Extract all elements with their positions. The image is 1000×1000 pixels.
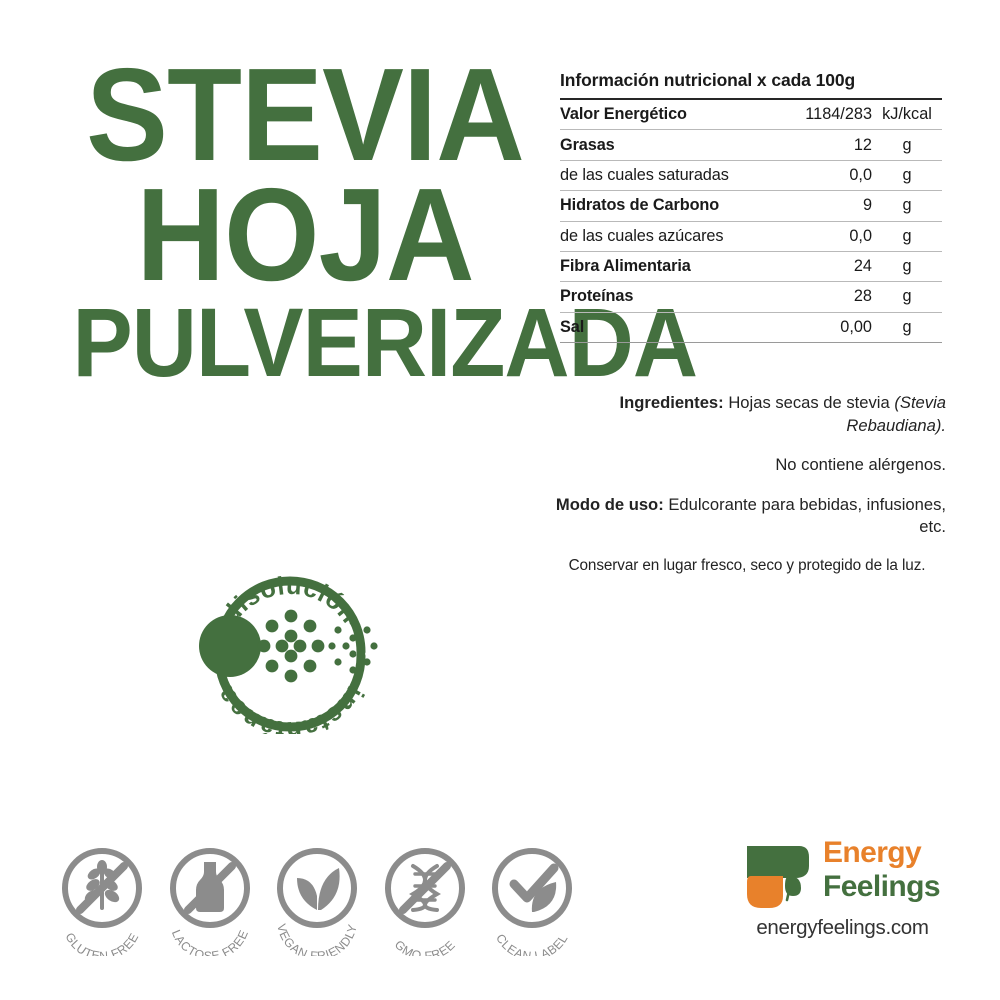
brand-name-feelings: Feelings <box>823 870 941 903</box>
nutrition-row: Hidratos de Carbono 9 g <box>560 191 942 221</box>
nutrition-table: Valor Energético 1184/283 kJ/kcal Grasas 12 g… <box>560 98 942 343</box>
nutrient-unit: g <box>902 135 912 154</box>
brand-leaf-mark-icon <box>743 840 815 912</box>
ingredients-label: Ingredientes: <box>619 393 724 412</box>
nutrition-row: Valor Energético 1184/283 kJ/kcal <box>560 99 942 130</box>
certification-badge-lactose-free: LACTOSE FREE <box>160 838 260 956</box>
check-leaf-icon <box>509 863 559 912</box>
nutrient-label: Sal <box>560 317 585 336</box>
usage-text: Edulcorante para bebidas, infusiones, et… <box>663 494 946 537</box>
nutrient-value: 28 <box>853 287 872 306</box>
badge-ring <box>62 848 142 928</box>
badge-fine-dot-cluster <box>328 618 378 674</box>
badge-label: LACTOSE FREE <box>168 928 250 956</box>
nutrition-row: Grasas 12 g <box>560 130 942 161</box>
allergens-statement: No contiene alérgenos. <box>775 455 946 475</box>
product-copy: Ingredientes: Hojas secas de stevia (Ste… <box>548 392 946 577</box>
brand-mark-leaf-stem <box>785 880 793 902</box>
certification-badge-clean-label: CLEAN LABEL <box>482 838 582 956</box>
badge-ring <box>277 848 357 928</box>
leaves-icon <box>297 868 340 910</box>
brand-website-url: energyfeelings.com <box>756 916 929 939</box>
product-title-line-2: HOJA <box>136 160 474 308</box>
product-title-line-3: PULVERIZADA <box>72 288 699 398</box>
nutrient-label: Grasas <box>560 135 615 154</box>
nutrient-label: Hidratos de Carbono <box>560 196 720 215</box>
badge-ring <box>169 848 250 928</box>
badge-solid-dot <box>199 615 261 677</box>
usage-label: Modo de uso: <box>555 494 664 514</box>
certification-badge-vegan-friendly: VEGAN FRIENDLY <box>267 838 367 956</box>
product-title: STEVIA HOJA PULVERIZADA <box>55 41 699 398</box>
nutrient-value: 9 <box>862 196 872 215</box>
nutrient-value: 0,0 <box>849 226 872 245</box>
badge-ring <box>492 848 572 928</box>
nutrient-unit: g <box>902 165 912 184</box>
nutrient-unit: g <box>902 257 912 276</box>
nutrient-unit: kJ/kcal <box>882 105 932 124</box>
nutrition-row: Proteínas 28 g <box>560 282 942 313</box>
brand-name-energy: Energy <box>823 836 922 869</box>
badge-label: GLUTEN FREE <box>62 930 141 956</box>
brand-wordmark: Energy Feelings <box>823 836 941 903</box>
nutrition-row: Sal 0,00 g <box>560 312 942 343</box>
usage-paragraph: Modo de uso: Edulcorante para bebidas, i… <box>548 494 946 539</box>
nutrient-value: 24 <box>853 257 872 276</box>
nutrient-label: Proteínas <box>560 287 634 306</box>
nutrition-row: Fibra Alimentaria 24 g <box>560 251 942 282</box>
nutrient-unit: g <box>902 317 912 336</box>
storage-instructions: Conservar en lugar fresco, seco y proteg… <box>568 556 926 574</box>
nutrient-value: 1184/283 <box>805 105 872 124</box>
nutrition-row: de las cuales saturadas 0,0 g <box>560 160 942 191</box>
crossed-out-slash <box>76 862 128 914</box>
nutrient-value: 0,00 <box>840 317 872 336</box>
dissolution-badge: disolución instantánea <box>186 552 388 734</box>
nutrition-row: de las cuales azúcares 0,0 g <box>560 221 942 252</box>
ingredients-latin-name: (Stevia Rebaudiana). <box>846 393 946 435</box>
certification-badge-gmo-free: GMO FREE <box>375 838 475 956</box>
nutrient-unit: g <box>902 287 912 306</box>
certification-badges: GLUTEN FREE LACTOSE FREE VEGAN FRIENDLY GMO… <box>52 838 582 958</box>
certification-badge-gluten-free: GLUTEN FREE <box>52 838 152 956</box>
brand-mark-green-block <box>747 846 773 878</box>
badge-label: GMO FREE <box>391 938 457 956</box>
badge-bottom-label: instantánea <box>211 681 369 734</box>
nutrient-label: de las cuales saturadas <box>560 165 729 184</box>
product-title-line-1: STEVIA <box>86 41 525 188</box>
nutrient-unit: g <box>902 226 912 245</box>
brand-mark-orange-shape <box>747 876 783 908</box>
nutrient-label: de las cuales azúcares <box>560 226 724 245</box>
badge-ring-bottom-arc <box>214 651 366 732</box>
crossed-out-slash <box>183 862 236 914</box>
ingredients-paragraph: Ingredientes: Hojas secas de stevia (Ste… <box>548 392 947 437</box>
brand-logo: Energy Feelings energyfeelings.com <box>735 838 950 950</box>
nutrient-label: Valor Energético <box>560 105 687 124</box>
nutrient-value: 12 <box>853 135 872 154</box>
nutrition-table-body: Valor Energético 1184/283 kJ/kcal Grasas 12 g… <box>560 99 942 343</box>
badge-label: CLEAN LABEL <box>493 932 571 956</box>
nutrition-panel: Información nutricional x cada 100g Valo… <box>560 70 942 343</box>
nutrient-value: 0,0 <box>849 165 872 184</box>
nutrient-unit: g <box>902 196 912 215</box>
badge-ring <box>384 848 465 928</box>
nutrient-label: Fibra Alimentaria <box>560 257 691 276</box>
ingredients-text: Hojas secas de stevia <box>723 393 895 412</box>
crossed-out-slash <box>398 862 451 914</box>
nutrition-table-title: Información nutricional x cada 100g <box>560 70 856 90</box>
badge-medium-dot-cluster <box>257 609 325 683</box>
dna-crossed-icon <box>408 864 441 912</box>
